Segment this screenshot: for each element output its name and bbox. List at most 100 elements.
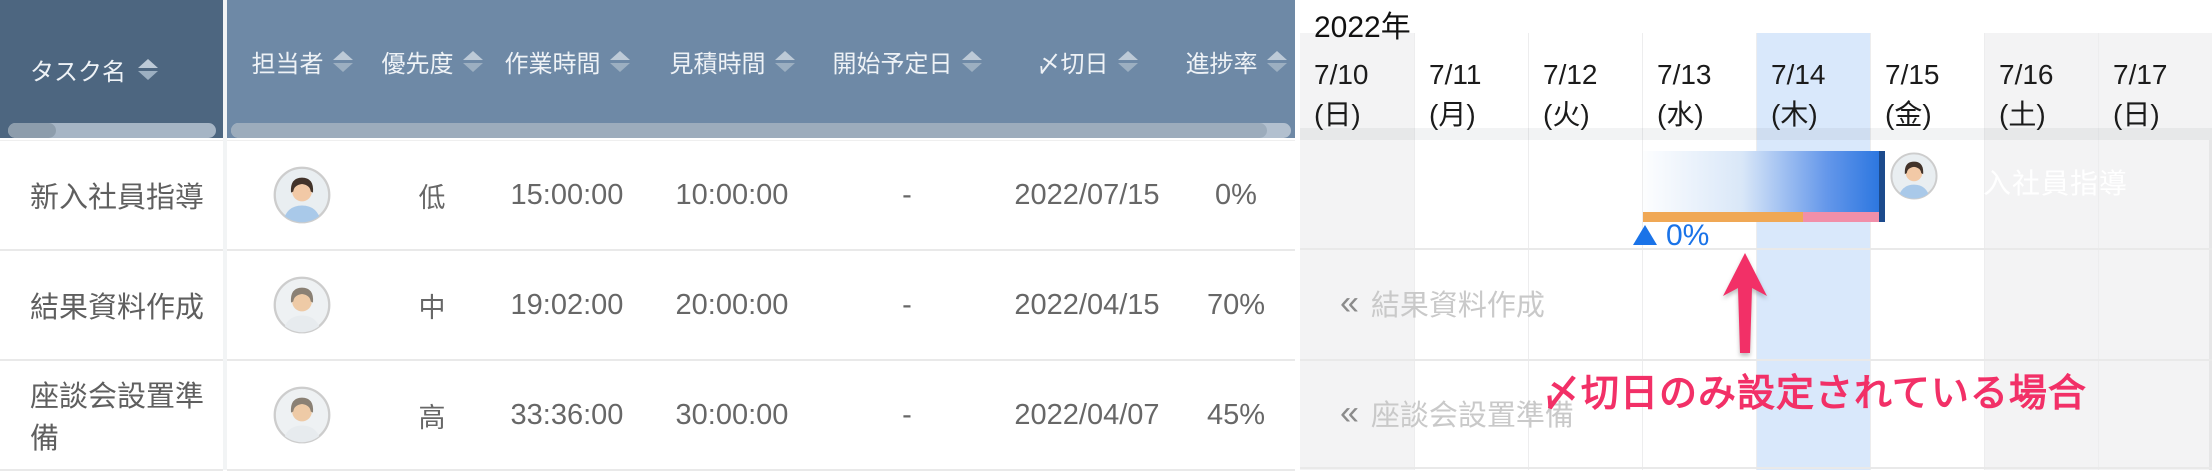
column-header-progress[interactable]: 進捗率 [1177, 0, 1295, 123]
offscreen-task-label: 座談会設置準備 [1370, 400, 1574, 432]
gantt-day-column-7-17: 7/17 (日) [2098, 33, 2212, 470]
day-label: 7/17 (日) [2113, 59, 2168, 130]
sort-icon[interactable] [332, 51, 353, 72]
priority-cell: 中 [418, 292, 446, 323]
work_time-cell: 33:36:00 [510, 398, 624, 431]
task-name: 座談会設置準備 [30, 381, 205, 455]
day-label: 7/16 (土) [1999, 59, 2054, 130]
gantt-v-scrollbar[interactable] [2209, 140, 2212, 470]
scrollbar-thumb[interactable] [8, 123, 56, 138]
table-h-scrollbar[interactable] [231, 123, 1291, 138]
gantt-h-scrollbar[interactable] [1300, 128, 2212, 140]
assignee-avatar [273, 386, 331, 444]
column-header-label: 〆切日 [1036, 51, 1109, 78]
column-header-label: 作業時間 [504, 51, 601, 78]
column-header-assignee[interactable]: 担当者 [227, 0, 377, 123]
column-header-work_time[interactable]: 作業時間 [487, 0, 647, 123]
gantt-year-label: 2022年 [1314, 11, 1411, 44]
column-header-label: タスク名 [30, 58, 126, 86]
estimate_time-cell: 20:00:00 [675, 288, 789, 321]
estimate-time-strip [1643, 212, 1803, 222]
progress-cell: 70% [1206, 288, 1266, 321]
task-table: 担当者 優先度 作業時間 見積時間 開始予定日 〆切日 進捗率 低 15:00:0… [227, 0, 1295, 471]
task-row[interactable]: 新入社員指導 [0, 141, 223, 251]
gantt-day-column-7-13: 7/13 (水) [1642, 33, 1756, 470]
gantt-day-column-7-14: 7/14 (木) [1756, 33, 1870, 470]
overrun-time-strip [1803, 212, 1879, 222]
assignee-avatar [1890, 152, 1938, 200]
avatar-man-gray-hair [273, 276, 331, 334]
column-header-label: 優先度 [381, 51, 454, 78]
sort-icon[interactable] [462, 51, 483, 72]
day-label: 7/12 (火) [1543, 59, 1598, 130]
start_date-cell: - [902, 178, 912, 211]
offscreen-task-row-2[interactable]: « 結果資料作成 [1340, 282, 1545, 324]
column-header-label: 開始予定日 [832, 51, 953, 78]
avatar-man-blue-shirt [273, 166, 331, 224]
task-column-h-scrollbar[interactable] [8, 123, 216, 138]
work_time-cell: 19:02:00 [510, 288, 624, 321]
task-row[interactable]: 座談会設置準備 [0, 361, 223, 471]
priority-cell: 低 [418, 182, 446, 213]
column-header-estimate_time[interactable]: 見積時間 [647, 0, 817, 123]
gantt-task-label: 新入社員指導 [1954, 168, 2129, 199]
start_date-cell: - [902, 398, 912, 431]
task-name-column: タスク名 新入社員指導 結果資料作成座談会設置準備 [0, 0, 223, 471]
column-header-label: 進捗率 [1185, 51, 1258, 78]
gantt-day-column-7-11: 7/11 (月) [1414, 33, 1528, 470]
sort-icon[interactable] [138, 58, 158, 80]
task-row[interactable]: 結果資料作成 [0, 251, 223, 361]
scrollbar-thumb[interactable] [231, 123, 1267, 138]
sort-icon[interactable] [961, 51, 982, 72]
gantt-day-column-7-15: 7/15 (金) [1870, 33, 1984, 470]
deadline-cell: 2022/07/15 [1014, 178, 1160, 211]
sort-icon[interactable] [1117, 51, 1138, 72]
deadline-cell: 2022/04/15 [1014, 288, 1160, 321]
progress-label: 0% [1666, 219, 1710, 252]
sort-icon[interactable] [774, 51, 795, 72]
offscreen-task-row-3[interactable]: « 座談会設置準備 [1340, 392, 1574, 434]
assignee-avatar [273, 166, 331, 224]
avatar-man-gray-hair [273, 386, 331, 444]
column-header-label: 見積時間 [669, 51, 766, 78]
day-label: 7/11 (月) [1429, 59, 1482, 130]
annotation-text: 〆切日のみ設定されている場合 [1542, 373, 2087, 415]
sort-icon[interactable] [1266, 51, 1287, 72]
progress-cell: 0% [1215, 178, 1257, 211]
table-row[interactable]: 中 19:02:00 20:00:00 - 2022/04/15 70% [227, 251, 1295, 361]
row-divider [1300, 359, 2212, 361]
task-name: 新入社員指導 [30, 182, 205, 214]
work_time-cell: 15:00:00 [510, 178, 624, 211]
gantt-day-column-7-16: 7/16 (土) [1984, 33, 2098, 470]
table-row[interactable]: 低 15:00:00 10:00:00 - 2022/07/15 0% [227, 141, 1295, 251]
assignee-avatar [273, 276, 331, 334]
assignee-cell [227, 141, 377, 249]
gantt-task-bar[interactable] [1643, 151, 1879, 212]
start_date-cell: - [902, 288, 912, 321]
column-header-deadline[interactable]: 〆切日 [997, 0, 1177, 123]
estimate_time-cell: 30:00:00 [675, 398, 789, 431]
day-label: 7/10 (日) [1314, 59, 1369, 130]
priority-cell: 高 [418, 402, 446, 433]
task-name-cells: 新入社員指導 結果資料作成座談会設置準備 [0, 140, 223, 471]
gantt-chart: 7/10 (日) 7/11 (月) 7/12 (火) 7/13 (水) 7/14 (木)… [1300, 0, 2212, 470]
table-row[interactable]: 高 33:36:00 30:00:00 - 2022/04/07 45% [227, 361, 1295, 471]
column-header-task-name[interactable]: タスク名 [0, 0, 223, 138]
column-header-priority[interactable]: 優先度 [377, 0, 487, 123]
jump-to-bar-icon[interactable]: « [1340, 394, 1359, 432]
row-divider [1300, 467, 2212, 469]
estimate_time-cell: 10:00:00 [675, 178, 789, 211]
task-name: 結果資料作成 [30, 292, 205, 324]
column-header-start_date[interactable]: 開始予定日 [817, 0, 997, 123]
sort-icon[interactable] [609, 51, 630, 72]
progress-cell: 45% [1206, 398, 1266, 431]
progress-triangle-icon [1633, 225, 1657, 245]
frozen-column-divider [223, 0, 227, 470]
row-divider [1300, 248, 2212, 250]
table-body: 低 15:00:00 10:00:00 - 2022/07/15 0% 中 19:02:00… [227, 140, 1295, 471]
jump-to-bar-icon[interactable]: « [1340, 284, 1359, 322]
gantt-day-column-7-10: 7/10 (日) [1300, 33, 1414, 470]
deadline-cell: 2022/04/07 [1014, 398, 1160, 431]
table-header-row: 担当者 優先度 作業時間 見積時間 開始予定日 〆切日 進捗率 [227, 0, 1295, 138]
day-label: 7/15 (金) [1885, 59, 1940, 130]
